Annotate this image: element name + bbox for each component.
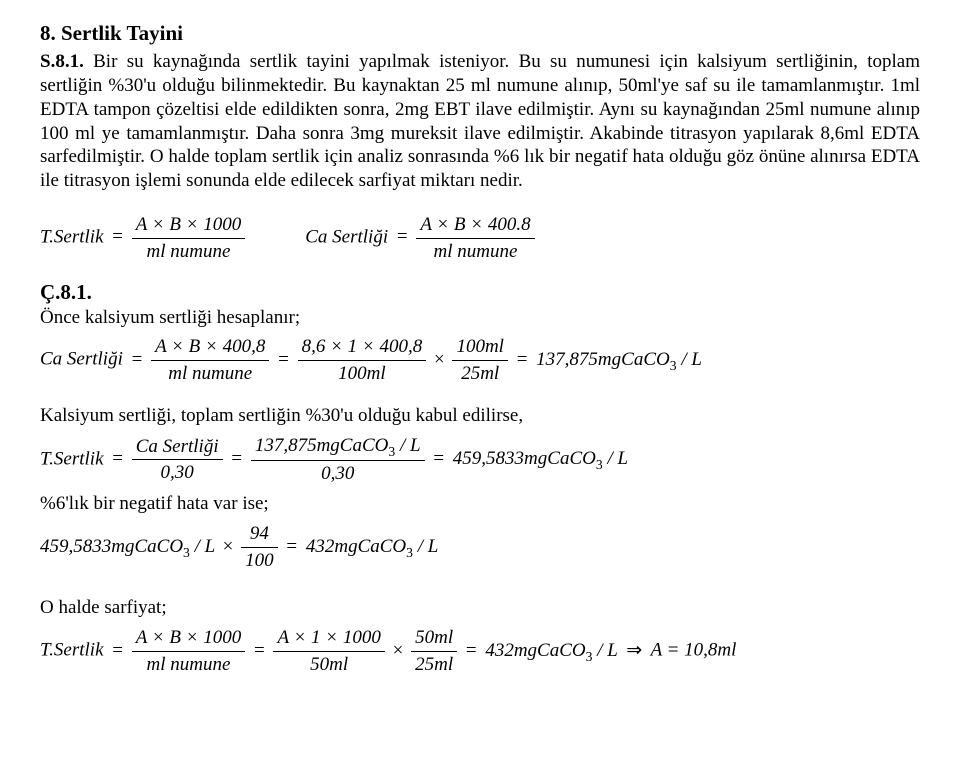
f6-result: 432mgCaCO bbox=[485, 640, 585, 661]
f3-den1: ml numune bbox=[151, 361, 269, 386]
mult-sign: × bbox=[220, 536, 237, 557]
equals-sign: = bbox=[282, 536, 301, 557]
f3-den3: 25ml bbox=[452, 361, 508, 386]
f6-result-unit: / L bbox=[592, 640, 617, 661]
paragraph-main: S.8.1. Bir su kaynağında sertlik tayini … bbox=[40, 50, 920, 193]
mult-sign: × bbox=[431, 349, 448, 370]
f3-frac1: A × B × 400,8 ml numune bbox=[151, 335, 269, 386]
f6-result-wrap: 432mgCaCO3 / L bbox=[485, 640, 622, 661]
f4-frac1: Ca Sertliği 0,30 bbox=[132, 435, 223, 486]
equals-sign: = bbox=[128, 349, 147, 370]
formula-definitions: T.Sertlik = A × B × 1000 ml numune Ca Se… bbox=[40, 207, 920, 270]
f4-num2-unit: / L bbox=[395, 435, 420, 456]
f3-lhs: Ca Sertliği bbox=[40, 349, 123, 370]
formula-sarfiyat: T.Sertlik = A × B × 1000 ml numune = A ×… bbox=[40, 626, 920, 677]
f6-den2: 50ml bbox=[273, 652, 384, 677]
f3-num2: 8,6 × 1 × 400,8 bbox=[298, 335, 427, 361]
f1-fraction: A × B × 1000 ml numune bbox=[132, 213, 246, 264]
equals-sign: = bbox=[108, 448, 127, 469]
equals-sign: = bbox=[108, 640, 127, 661]
f4-result-unit: / L bbox=[603, 448, 628, 469]
f1-num: A × B × 1000 bbox=[132, 213, 246, 239]
f4-lhs: T.Sertlik bbox=[40, 448, 104, 469]
f5-num: 94 bbox=[241, 522, 278, 548]
f2-den: ml numune bbox=[416, 239, 534, 264]
formula-negatif-hata: 459,5833mgCaCO3 / L × 94 100 = 432mgCaCO… bbox=[40, 522, 920, 573]
formula-tsertlik-calc: T.Sertlik = Ca Sertliği 0,30 = 137,875mg… bbox=[40, 434, 920, 487]
f6-den1: ml numune bbox=[132, 652, 246, 677]
f6-lhs: T.Sertlik bbox=[40, 640, 104, 661]
f4-result: 459,5833mgCaCO bbox=[453, 448, 596, 469]
f5-frac: 94 100 bbox=[241, 522, 278, 573]
f1-den: ml numune bbox=[132, 239, 246, 264]
equals-sign: = bbox=[393, 226, 412, 247]
page-root: 8. Sertlik Tayini S.8.1. Bir su kaynağın… bbox=[0, 0, 960, 703]
f3-frac3: 100ml 25ml bbox=[452, 335, 508, 386]
f6-final: A = 10,8ml bbox=[651, 640, 737, 661]
implies-sign: ⇒ bbox=[622, 640, 646, 661]
f6-frac1: A × B × 1000 ml numune bbox=[132, 626, 246, 677]
f5-result-wrap: 432mgCaCO3 / L bbox=[306, 536, 439, 557]
f2-fraction: A × B × 400.8 ml numune bbox=[416, 213, 534, 264]
sub-3: 3 bbox=[406, 544, 413, 559]
f4-num2-wrap: 137,875mgCaCO3 / L bbox=[251, 434, 425, 462]
formula-casertligi-def: Ca Sertliği = A × B × 400.8 ml numune bbox=[305, 213, 534, 264]
f3-den2: 100ml bbox=[298, 361, 427, 386]
formula-casertligi-calc: Ca Sertliği = A × B × 400,8 ml numune = … bbox=[40, 335, 920, 386]
f2-lhs: Ca Sertliği bbox=[305, 226, 388, 247]
f4-num1: Ca Sertliği bbox=[132, 435, 223, 461]
heading-main: 8. Sertlik Tayini bbox=[40, 20, 920, 46]
f4-num2: 137,875mgCaCO bbox=[255, 435, 389, 456]
f3-result-wrap: 137,875mgCaCO3 / L bbox=[536, 349, 702, 370]
f5-lhs-wrap: 459,5833mgCaCO3 / L bbox=[40, 536, 220, 557]
f6-num3: 50ml bbox=[411, 626, 457, 652]
f5-lhs: 459,5833mgCaCO bbox=[40, 536, 183, 557]
f4-result-wrap: 459,5833mgCaCO3 / L bbox=[453, 448, 628, 469]
f6-frac3: 50ml 25ml bbox=[411, 626, 457, 677]
f5-den: 100 bbox=[241, 548, 278, 573]
line-negatif-hata: %6'lık bir negatif hata var ise; bbox=[40, 492, 920, 516]
sub-3: 3 bbox=[670, 358, 677, 373]
f2-num: A × B × 400.8 bbox=[416, 213, 534, 239]
line-ohalde: O halde sarfiyat; bbox=[40, 596, 920, 620]
f4-den2: 0,30 bbox=[251, 461, 425, 486]
f3-num3: 100ml bbox=[452, 335, 508, 361]
paragraph-main-text: Bir su kaynağında sertlik tayini yapılma… bbox=[40, 51, 920, 191]
f1-lhs: T.Sertlik bbox=[40, 226, 104, 247]
equals-sign: = bbox=[274, 349, 293, 370]
f5-result: 432mgCaCO bbox=[306, 536, 406, 557]
equals-sign: = bbox=[429, 448, 448, 469]
equals-sign: = bbox=[108, 226, 127, 247]
equals-sign: = bbox=[250, 640, 269, 661]
f3-frac2: 8,6 × 1 × 400,8 100ml bbox=[298, 335, 427, 386]
equals-sign: = bbox=[513, 349, 532, 370]
f3-result: 137,875mgCaCO bbox=[536, 349, 670, 370]
line-once-kalsiyum: Önce kalsiyum sertliği hesaplanır; bbox=[40, 306, 920, 330]
heading-sub: S.8.1. bbox=[40, 51, 84, 72]
mult-sign: × bbox=[390, 640, 407, 661]
equals-sign: = bbox=[462, 640, 481, 661]
equals-sign: = bbox=[227, 448, 246, 469]
f4-den1: 0,30 bbox=[132, 460, 223, 485]
heading-c81: Ç.8.1. bbox=[40, 279, 920, 305]
line-kabul: Kalsiyum sertliği, toplam sertliğin %30'… bbox=[40, 404, 920, 428]
f5-lhs-unit: / L bbox=[190, 536, 215, 557]
formula-tsertlik-def: T.Sertlik = A × B × 1000 ml numune bbox=[40, 213, 245, 264]
f6-den3: 25ml bbox=[411, 652, 457, 677]
f5-result-unit: / L bbox=[413, 536, 438, 557]
f3-num1: A × B × 400,8 bbox=[151, 335, 269, 361]
f3-result-unit: / L bbox=[677, 349, 702, 370]
sub-3: 3 bbox=[183, 544, 190, 559]
f6-frac2: A × 1 × 1000 50ml bbox=[273, 626, 384, 677]
f6-num2: A × 1 × 1000 bbox=[273, 626, 384, 652]
f6-num1: A × B × 1000 bbox=[132, 626, 246, 652]
sub-3: 3 bbox=[596, 457, 603, 472]
f4-frac2: 137,875mgCaCO3 / L 0,30 bbox=[251, 434, 425, 487]
